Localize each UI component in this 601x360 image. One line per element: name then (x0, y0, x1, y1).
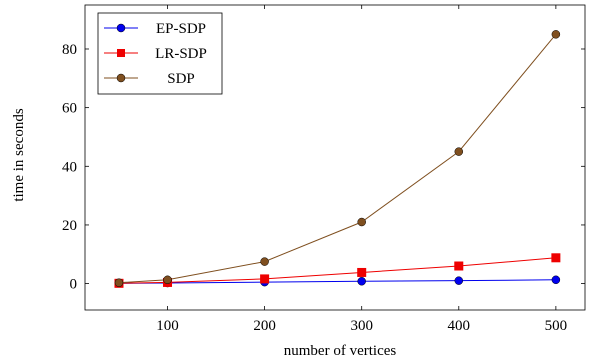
data-point (260, 257, 269, 266)
series-line (118, 34, 557, 284)
x-axis-label: number of vertices (284, 343, 397, 359)
y-tick-label: 20 (62, 218, 77, 234)
plot-frame (84, 4, 586, 311)
data-point (357, 267, 367, 277)
data-point (551, 253, 561, 263)
legend: EP-SDP LR-SDP SDP (97, 12, 223, 95)
legend-marker (116, 73, 126, 83)
data-point (357, 277, 366, 286)
y-tick-label: 80 (62, 42, 77, 58)
x-tick-label: 300 (350, 318, 373, 334)
x-tick-label: 500 (545, 318, 568, 334)
data-point (357, 217, 366, 227)
legend-marker (116, 23, 126, 33)
data-point (551, 30, 561, 39)
legend-label: EP-SDP (156, 21, 206, 37)
x-tick-label: 200 (253, 318, 276, 334)
axes (84, 4, 586, 311)
legend-label: LR-SDP (155, 46, 207, 62)
series-line (118, 257, 556, 284)
data-point (114, 278, 124, 287)
data-point (454, 261, 464, 271)
legend-label: SDP (167, 71, 195, 87)
x-tick-label: 400 (448, 318, 471, 334)
y-tick-label: 0 (70, 277, 78, 293)
data-point (551, 275, 561, 285)
y-tick-label: 60 (62, 101, 77, 117)
legend-marker (117, 49, 125, 57)
ticks: 100 200 300 400 500 0 20 40 60 80 (62, 5, 585, 334)
data-point (260, 274, 270, 284)
data-point (454, 147, 464, 156)
y-axis-label: time in seconds (11, 108, 27, 201)
data-point (163, 275, 172, 285)
x-tick-label: 100 (156, 318, 179, 334)
y-tick-label: 40 (62, 159, 77, 175)
plot-area (114, 30, 561, 288)
data-point (454, 276, 464, 285)
